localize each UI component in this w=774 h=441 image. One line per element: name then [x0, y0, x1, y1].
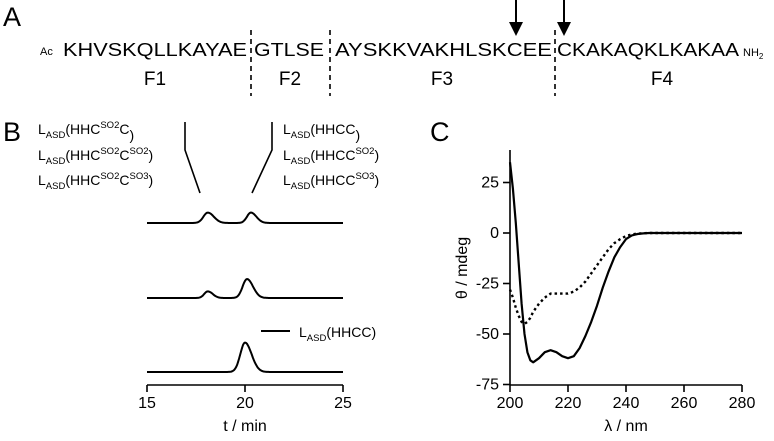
label-hhc-so2-c-so2: LASD(HHCSO2CSO2) — [38, 146, 153, 167]
fragment-label-f1: F1 — [144, 69, 166, 90]
label-hhc-so2-c-so3: LASD(HHCSO2CSO3) — [38, 171, 153, 192]
cleavage-arrow-1 — [509, 0, 523, 36]
x-tick-label: 200 — [497, 395, 524, 412]
x-tick-label: 220 — [555, 395, 582, 412]
chromatogram-trace — [147, 211, 343, 224]
panel-b-x-axis: 15 20 25 t / min — [138, 384, 352, 435]
sequence-segment-f1: KHVSKQLLKAYAE — [63, 39, 247, 60]
panel-b-x-axis-title: t / min — [223, 418, 267, 435]
left-peak-labels: LASD(HHCSO2C) LASD(HHCSO2CSO2) LASD(HHCS… — [38, 120, 153, 192]
n-terminus-label: Ac — [40, 46, 53, 58]
y-tick-label: 25 — [481, 175, 499, 192]
x-tick-label: 280 — [729, 395, 756, 412]
fragment-label-f2: F2 — [279, 69, 301, 90]
fragment-label-f4: F4 — [651, 69, 674, 90]
label-hhc-so2-c: LASD(HHCSO2C) — [38, 120, 134, 143]
panel-b-label: B — [3, 117, 21, 147]
label-hhcc-so2: LASD(HHCCSO2) — [283, 146, 379, 167]
panel-c-x-axis-title: λ / nm — [604, 418, 648, 435]
legend: LASD(HHCC) — [261, 324, 376, 344]
x-tick-label: 240 — [613, 395, 640, 412]
cd-spectrum-solid — [508, 162, 742, 364]
x-tick-label: 260 — [671, 395, 698, 412]
cleavage-arrow-2 — [557, 0, 571, 36]
panel-a-label: A — [3, 2, 21, 32]
chromatogram-trace — [147, 277, 343, 299]
label-hhcc-so3: LASD(HHCCSO3) — [283, 171, 379, 192]
panel-c-axes: 200 220 240 260 280 25 0 -25 -50 -75 λ / nm θ / … — [454, 150, 755, 435]
peak-assignment-lines — [184, 122, 273, 194]
x-tick-label: 25 — [334, 395, 352, 412]
y-tick-label: 0 — [490, 225, 499, 242]
fragment-label-f3: F3 — [431, 69, 453, 90]
chromatogram-traces — [147, 211, 343, 373]
y-tick-label: -75 — [476, 377, 499, 394]
x-tick-label: 20 — [236, 395, 254, 412]
panel-c-label: C — [430, 117, 450, 147]
sequence-segment-f3: AYSKKVAKHLSKCEE — [335, 39, 552, 60]
right-peak-labels: LASD(HHCC) LASD(HHCCSO2) LASD(HHCCSO3) — [283, 121, 379, 192]
sequence-segment-f2: GTLSE — [254, 39, 324, 60]
chromatogram-trace — [147, 341, 343, 373]
panel-c-y-axis-title: θ / mdeg — [454, 237, 471, 299]
y-tick-label: -50 — [476, 326, 499, 343]
label-hhcc: LASD(HHCC) — [283, 121, 360, 143]
cd-spectrum-dotted — [508, 231, 742, 326]
c-terminus-label: NH2 — [743, 47, 764, 61]
legend-label: LASD(HHCC) — [299, 324, 376, 344]
y-tick-label: -25 — [476, 276, 499, 293]
x-tick-label: 15 — [138, 395, 156, 412]
cd-spectra — [508, 162, 742, 364]
sequence-segment-f4: CKAKAQKLKAKAA — [557, 39, 740, 60]
